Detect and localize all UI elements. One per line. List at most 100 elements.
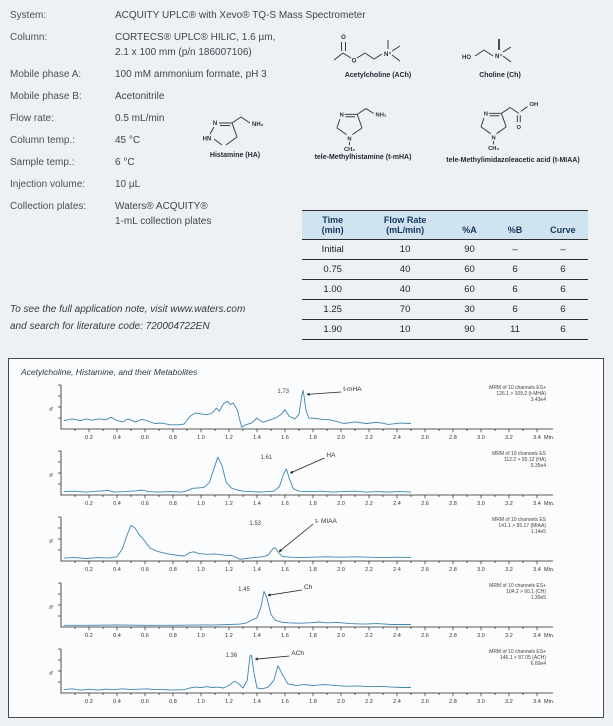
x-axis-tick-label: 1.2 [225, 435, 233, 441]
peak-retention-time: 1.36 [226, 653, 238, 659]
x-axis-tick-label: 1.0 [197, 699, 205, 705]
parameter-value: 45 °C [115, 133, 140, 148]
note-line-1: To see the full application note, visit … [10, 304, 246, 315]
x-axis-tick-label: 0.8 [169, 633, 177, 639]
x-axis-tick-label: 0.4 [113, 567, 121, 573]
structure-caption: tele-Methylimidazoleacetic acid (t-MIAA) [446, 157, 580, 164]
histamine-structure-icon: N HN NH₂ [203, 116, 264, 146]
structure-caption: Histamine (HA) [209, 152, 261, 159]
parameter-value-line: 10 µL [115, 179, 141, 190]
gradient-cell: 70 [363, 299, 447, 320]
chromatogram-stack: % 0.2 0.4 0.6 0.8 1.0 1.2 1.4 1.6 1.8 2.0 2.2 2.4 2.6… [9, 379, 603, 709]
gradient-header-cell: %A [446, 210, 493, 240]
x-axis-tick-label: 0.8 [169, 501, 177, 507]
parameter-row: Injection volume: 10 µL [10, 177, 460, 192]
parameter-label: Injection volume: [10, 179, 86, 190]
gradient-table-row: 1.00 40 60 6 6 [302, 279, 588, 300]
gradient-cell: 90 [446, 239, 493, 260]
gradient-cell: 0.75 [302, 259, 364, 280]
chromatogram-trace-line [63, 389, 412, 428]
structure-tele-methylimidazoleacetic-acid: N O OH N CH₃ tele-Methylimidazoleacetic … [433, 93, 593, 165]
peak-arrow-icon [254, 655, 290, 661]
atom-label: N⁺ [384, 51, 392, 58]
x-axis-tick-label: 2.0 [337, 435, 345, 441]
gradient-cell: 1.90 [302, 319, 364, 340]
x-axis-tick-label: 0.2 [85, 435, 93, 441]
atom-label: N [213, 121, 217, 127]
chromatogram-trace-t- MIAA: % 0.2 0.4 0.6 0.8 1.0 1.2 1.4 1.6 1.8 2.0 2.2 2.4 2.6… [49, 516, 555, 573]
x-axis-tick-label: 2.6 [421, 567, 429, 573]
x-axis-tick-label: 1.6 [281, 567, 289, 573]
peak-compound-label: t-mHA [343, 386, 362, 393]
parameter-row: Sample temp.: 6 °C [10, 155, 460, 170]
chromatogram-trace-ACh: % 0.2 0.4 0.6 0.8 1.0 1.2 1.4 1.6 1.8 2.0 2.2 2.4 2.6… [49, 648, 555, 705]
peak-retention-time: 1.61 [261, 455, 273, 461]
parameter-label: Mobile phase B: [10, 91, 82, 102]
x-axis-tick-label: 3.2 [505, 699, 513, 705]
mrm-annotation-line: 112.2 > 95.12 (HA) [504, 457, 546, 463]
x-axis-tick-label: 1.8 [309, 699, 317, 705]
atom-label: O [352, 59, 357, 65]
mrm-annotation-line: 146.1 > 87.05 (ACH) [500, 655, 546, 661]
x-axis-tick-label: 2.6 [421, 501, 429, 507]
x-axis-tick-label: 2.4 [393, 501, 401, 507]
x-axis-tick-label: 0.4 [113, 633, 121, 639]
gradient-header-cell: Curve [537, 210, 588, 240]
x-axis-unit-label: Min. [544, 567, 555, 573]
x-axis-tick-label: 0.4 [113, 699, 121, 705]
parameter-label: Flow rate: [10, 113, 54, 124]
peak-retention-time: 1.45 [238, 587, 250, 593]
x-axis-tick-label: 0.6 [141, 633, 149, 639]
gradient-cell: 6 [537, 299, 588, 320]
parameter-label: Mobile phase A: [10, 69, 82, 80]
x-axis-tick-label: 1.2 [225, 699, 233, 705]
gradient-cell: – [537, 239, 588, 260]
gradient-table-row: 0.75 40 60 6 6 [302, 259, 588, 280]
x-axis-tick-label: 2.4 [393, 699, 401, 705]
x-axis-tick-label: 2.8 [449, 633, 457, 639]
peak-compound-label: HA [326, 452, 336, 459]
atom-label: N⁺ [495, 53, 503, 60]
parameter-label: Collection plates: [10, 201, 87, 212]
gradient-table-body: Initial 10 90– –0.75 40 60 6 6 1.00 40 60 6 6 1.25 70 3… [302, 239, 588, 340]
tele-methylhistamine-structure-icon: N NH₂ N CH₃ [336, 108, 387, 152]
x-axis-tick-label: 2.2 [365, 501, 373, 507]
parameter-value-line: 2.1 x 100 mm (p/n 186007106) [115, 47, 252, 58]
x-axis-tick-label: 0.2 [85, 633, 93, 639]
mrm-annotation-line: 1.30e5 [531, 595, 547, 601]
structure-acetylcholine: O O N⁺ Acetylcholine (ACh) [326, 26, 430, 80]
x-axis-tick-label: 2.0 [337, 633, 345, 639]
gradient-cell: 6 [492, 279, 538, 300]
chromatogram-trace-line [63, 524, 412, 560]
atom-label: NH₂ [376, 112, 387, 118]
parameter-row: Column temp.: 45 °C [10, 133, 460, 148]
structure-caption: tele-Methylhistamine (t-mHA) [314, 154, 412, 161]
chromatogram-title: Acetylcholine, Histamine, and their Meta… [21, 367, 198, 377]
x-axis-tick-label: 1.2 [225, 501, 233, 507]
x-axis-tick-label: 2.8 [449, 435, 457, 441]
x-axis-tick-label: 1.0 [197, 567, 205, 573]
peak-retention-time: 1.53 [249, 521, 261, 527]
parameter-label: Sample temp.: [10, 157, 75, 168]
atom-label: CH₃ [488, 146, 499, 152]
structure-histamine: N HN NH₂ Histamine (HA) [190, 102, 280, 160]
x-axis-tick-label: 3.0 [477, 501, 485, 507]
atom-label: N [347, 136, 351, 142]
gradient-cell: 10 [363, 319, 447, 340]
peak-compound-label: t- MIAA [315, 518, 337, 525]
parameter-label: Column temp.: [10, 135, 76, 146]
parameter-value: CORTECS® UPLC® HILIC, 1.6 µm, 2.1 x 100 m… [115, 30, 275, 60]
mrm-annotation-line: MRM of 10 channels ES+ [489, 385, 546, 391]
x-axis-tick-label: 1.4 [253, 633, 261, 639]
peak-compound-label: ACh [291, 650, 304, 657]
parameter-value-line: 45 °C [115, 135, 141, 146]
x-axis-tick-label: 1.6 [281, 699, 289, 705]
gradient-cell: 6 [537, 279, 588, 300]
peak-arrow-icon [278, 523, 314, 552]
parameter-row: Mobile phase B: Acetonitrile [10, 89, 460, 104]
chromatogram-trace-line [63, 590, 411, 626]
chromatogram-trace-line [63, 456, 412, 493]
gradient-cell: 90 [446, 319, 493, 340]
mrm-annotation-line: MRM of 10 channels ES+ [489, 649, 546, 655]
gradient-header-cell: %B [492, 210, 538, 240]
